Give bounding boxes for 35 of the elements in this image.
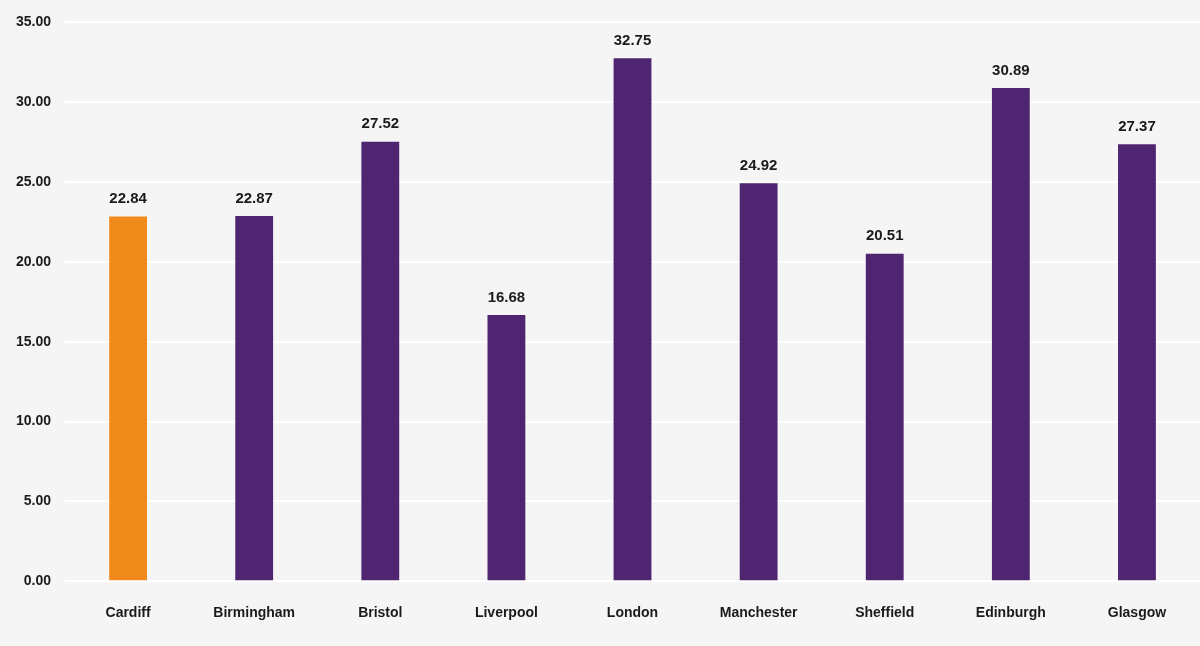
data-label: 22.87 [235,188,273,206]
x-tick-label: Sheffield [855,604,915,621]
y-tick-label: 20.00 [15,252,52,269]
bar [865,253,904,581]
bar [1118,144,1156,581]
bar [361,141,400,581]
data-label: 24.92 [739,155,778,173]
data-label: 27.37 [1118,116,1156,134]
y-tick-label: 5.00 [23,492,52,509]
x-tick-label: Bristol [358,604,403,621]
x-tick-label: Glasgow [1107,604,1167,621]
bar [991,88,1030,581]
x-tick-label: Cardiff [105,604,151,621]
y-tick-label: 35.00 [15,13,52,30]
bar [613,58,652,581]
y-tick-label: 25.00 [15,172,52,189]
x-tick-label: Manchester [719,604,799,621]
data-label: 30.89 [992,60,1030,78]
y-tick-label: 0.00 [23,572,52,589]
y-tick-label: 15.00 [15,332,52,349]
y-tick-label: 10.00 [15,412,52,429]
data-label: 27.52 [361,114,400,132]
bar [235,216,274,581]
data-label: 16.68 [487,287,526,305]
data-label: 32.75 [613,30,652,48]
bar [109,216,147,581]
y-tick-label: 30.00 [15,93,52,110]
x-tick-label: Edinburgh [975,604,1046,621]
x-tick-label: London [606,604,659,621]
x-tick-label: Liverpool [474,604,538,621]
bar [739,183,778,581]
data-label: 22.84 [109,189,148,207]
bar [487,314,526,581]
x-tick-label: Birmingham [213,604,296,621]
data-label: 20.51 [865,226,904,244]
